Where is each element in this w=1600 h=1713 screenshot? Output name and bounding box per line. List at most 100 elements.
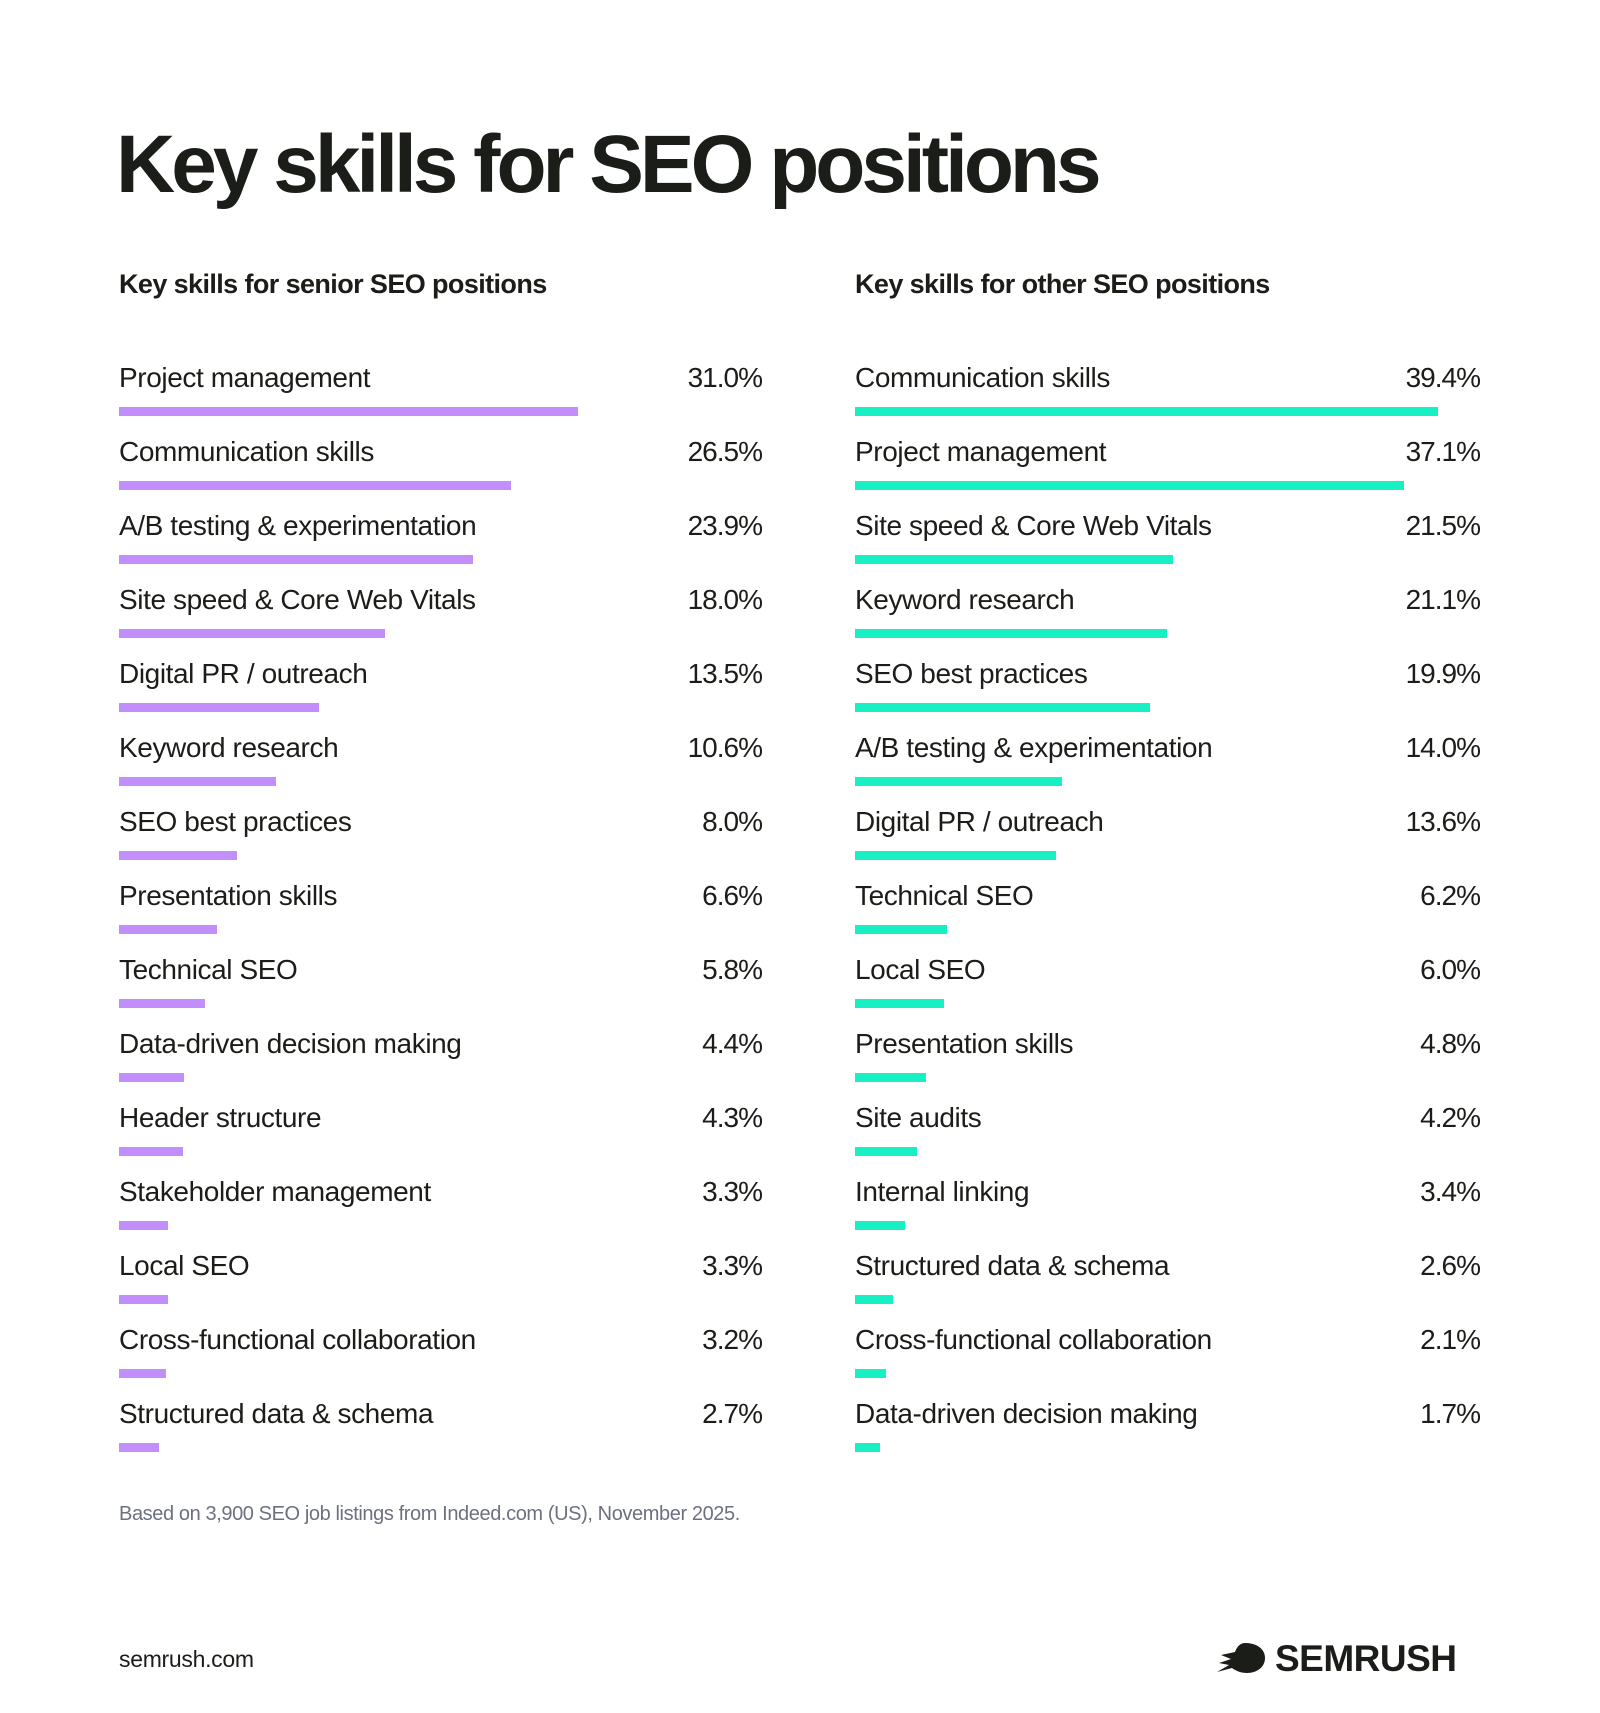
senior-chart-subtitle: Key skills for senior SEO positions xyxy=(119,269,547,299)
skill-bar xyxy=(119,1295,168,1304)
skill-percentage: 39.4% xyxy=(1405,362,1481,393)
skill-percentage: 19.9% xyxy=(1405,658,1481,689)
skill-percentage: 4.4% xyxy=(702,1028,763,1059)
skill-bar xyxy=(855,629,1168,638)
skill-label: Internal linking xyxy=(855,1176,1030,1207)
skill-row: Project management 31.0% xyxy=(119,362,763,436)
skill-row: Data-driven decision making 1.7% xyxy=(855,1398,1481,1472)
skill-percentage: 3.4% xyxy=(1420,1176,1481,1207)
skill-label: Technical SEO xyxy=(855,880,1034,911)
skill-label: Presentation skills xyxy=(855,1028,1074,1059)
skill-label: SEO best practices xyxy=(855,658,1088,689)
skill-label: Technical SEO xyxy=(119,954,298,985)
skill-bar xyxy=(119,1443,159,1452)
skill-row: Keyword research 21.1% xyxy=(855,584,1481,658)
skill-bar xyxy=(855,703,1150,712)
other-chart-subtitle: Key skills for other SEO positions xyxy=(855,269,1270,299)
skill-bar xyxy=(119,629,386,638)
skill-percentage: 2.1% xyxy=(1420,1324,1481,1355)
skill-row: Presentation skills 4.8% xyxy=(855,1028,1481,1102)
site-url: semrush.com xyxy=(119,1646,254,1672)
skill-bar xyxy=(855,851,1057,860)
skill-label: Digital PR / outreach xyxy=(119,658,368,689)
skill-percentage: 8.0% xyxy=(702,806,763,837)
skill-bar xyxy=(855,925,947,934)
skill-bar xyxy=(119,1073,185,1082)
skill-label: Presentation skills xyxy=(119,880,338,911)
skill-label: Keyword research xyxy=(855,584,1075,615)
semrush-wordmark: SEMRUSH xyxy=(1275,1637,1457,1679)
skill-bar xyxy=(119,703,319,712)
skill-percentage: 21.1% xyxy=(1405,584,1481,615)
skill-percentage: 31.0% xyxy=(687,362,763,393)
skill-percentage: 5.8% xyxy=(702,954,763,985)
skill-label: Communication skills xyxy=(119,436,374,467)
skill-percentage: 2.7% xyxy=(702,1398,763,1429)
skill-bar xyxy=(855,1295,894,1304)
skill-label: Cross-functional collaboration xyxy=(119,1324,476,1355)
skill-row: Communication skills 39.4% xyxy=(855,362,1481,436)
skill-bar xyxy=(855,407,1439,416)
skill-bar xyxy=(855,1221,906,1230)
skill-row: Local SEO 3.3% xyxy=(119,1250,763,1324)
skill-bar xyxy=(119,481,512,490)
skill-row: SEO best practices 19.9% xyxy=(855,658,1481,732)
skill-label: Site speed & Core Web Vitals xyxy=(855,510,1212,541)
skill-bar xyxy=(855,777,1063,786)
skill-row: Site audits 4.2% xyxy=(855,1102,1481,1176)
skill-percentage: 4.8% xyxy=(1420,1028,1481,1059)
skill-row: SEO best practices 8.0% xyxy=(119,806,763,880)
skill-percentage: 13.6% xyxy=(1405,806,1481,837)
skill-percentage: 18.0% xyxy=(687,584,763,615)
skill-row: Local SEO 6.0% xyxy=(855,954,1481,1028)
skill-row: Internal linking 3.4% xyxy=(855,1176,1481,1250)
skill-row: Cross-functional collaboration 2.1% xyxy=(855,1324,1481,1398)
skill-label: Site speed & Core Web Vitals xyxy=(119,584,476,615)
skill-label: A/B testing & experimentation xyxy=(119,510,477,541)
skill-percentage: 2.6% xyxy=(1420,1250,1481,1281)
skill-bar xyxy=(119,777,276,786)
skill-bar xyxy=(119,555,473,564)
skill-label: A/B testing & experimentation xyxy=(855,732,1213,763)
skill-row: A/B testing & experimentation 14.0% xyxy=(855,732,1481,806)
skill-bar xyxy=(119,1221,168,1230)
skill-percentage: 3.3% xyxy=(702,1250,763,1281)
skill-row: Site speed & Core Web Vitals 21.5% xyxy=(855,510,1481,584)
skill-bar xyxy=(855,1073,927,1082)
skill-row: Technical SEO 6.2% xyxy=(855,880,1481,954)
skill-row: Digital PR / outreach 13.6% xyxy=(855,806,1481,880)
skill-bar xyxy=(855,481,1405,490)
skill-percentage: 3.3% xyxy=(702,1176,763,1207)
skill-percentage: 23.9% xyxy=(687,510,763,541)
skill-label: SEO best practices xyxy=(119,806,352,837)
skill-row: Stakeholder management 3.3% xyxy=(119,1176,763,1250)
semrush-fireball-icon xyxy=(1215,1641,1267,1675)
skill-bar xyxy=(119,1147,183,1156)
skill-bar xyxy=(119,851,238,860)
skill-row: Keyword research 10.6% xyxy=(119,732,763,806)
skill-label: Project management xyxy=(119,362,371,393)
skill-percentage: 4.2% xyxy=(1420,1102,1481,1133)
skill-row: Site speed & Core Web Vitals 18.0% xyxy=(119,584,763,658)
skill-bar xyxy=(119,925,217,934)
senior-skill-list: Project management 31.0% Communication ski… xyxy=(119,362,763,1472)
skill-bar xyxy=(119,407,578,416)
skill-bar xyxy=(855,1369,887,1378)
skill-percentage: 26.5% xyxy=(687,436,763,467)
skill-row: Structured data & schema 2.7% xyxy=(119,1398,763,1472)
skill-bar xyxy=(855,999,944,1008)
skill-percentage: 21.5% xyxy=(1405,510,1481,541)
skill-row: Project management 37.1% xyxy=(855,436,1481,510)
skill-label: Data-driven decision making xyxy=(119,1028,462,1059)
semrush-logo: SEMRUSH xyxy=(1215,1637,1457,1679)
skill-row: Presentation skills 6.6% xyxy=(119,880,763,954)
skill-percentage: 6.6% xyxy=(702,880,763,911)
skill-bar xyxy=(855,1443,881,1452)
skill-percentage: 6.2% xyxy=(1420,880,1481,911)
skill-row: Digital PR / outreach 13.5% xyxy=(119,658,763,732)
skill-row: Header structure 4.3% xyxy=(119,1102,763,1176)
skill-label: Site audits xyxy=(855,1102,982,1133)
skill-label: Cross-functional collaboration xyxy=(855,1324,1212,1355)
skill-label: Digital PR / outreach xyxy=(855,806,1104,837)
skill-percentage: 13.5% xyxy=(687,658,763,689)
